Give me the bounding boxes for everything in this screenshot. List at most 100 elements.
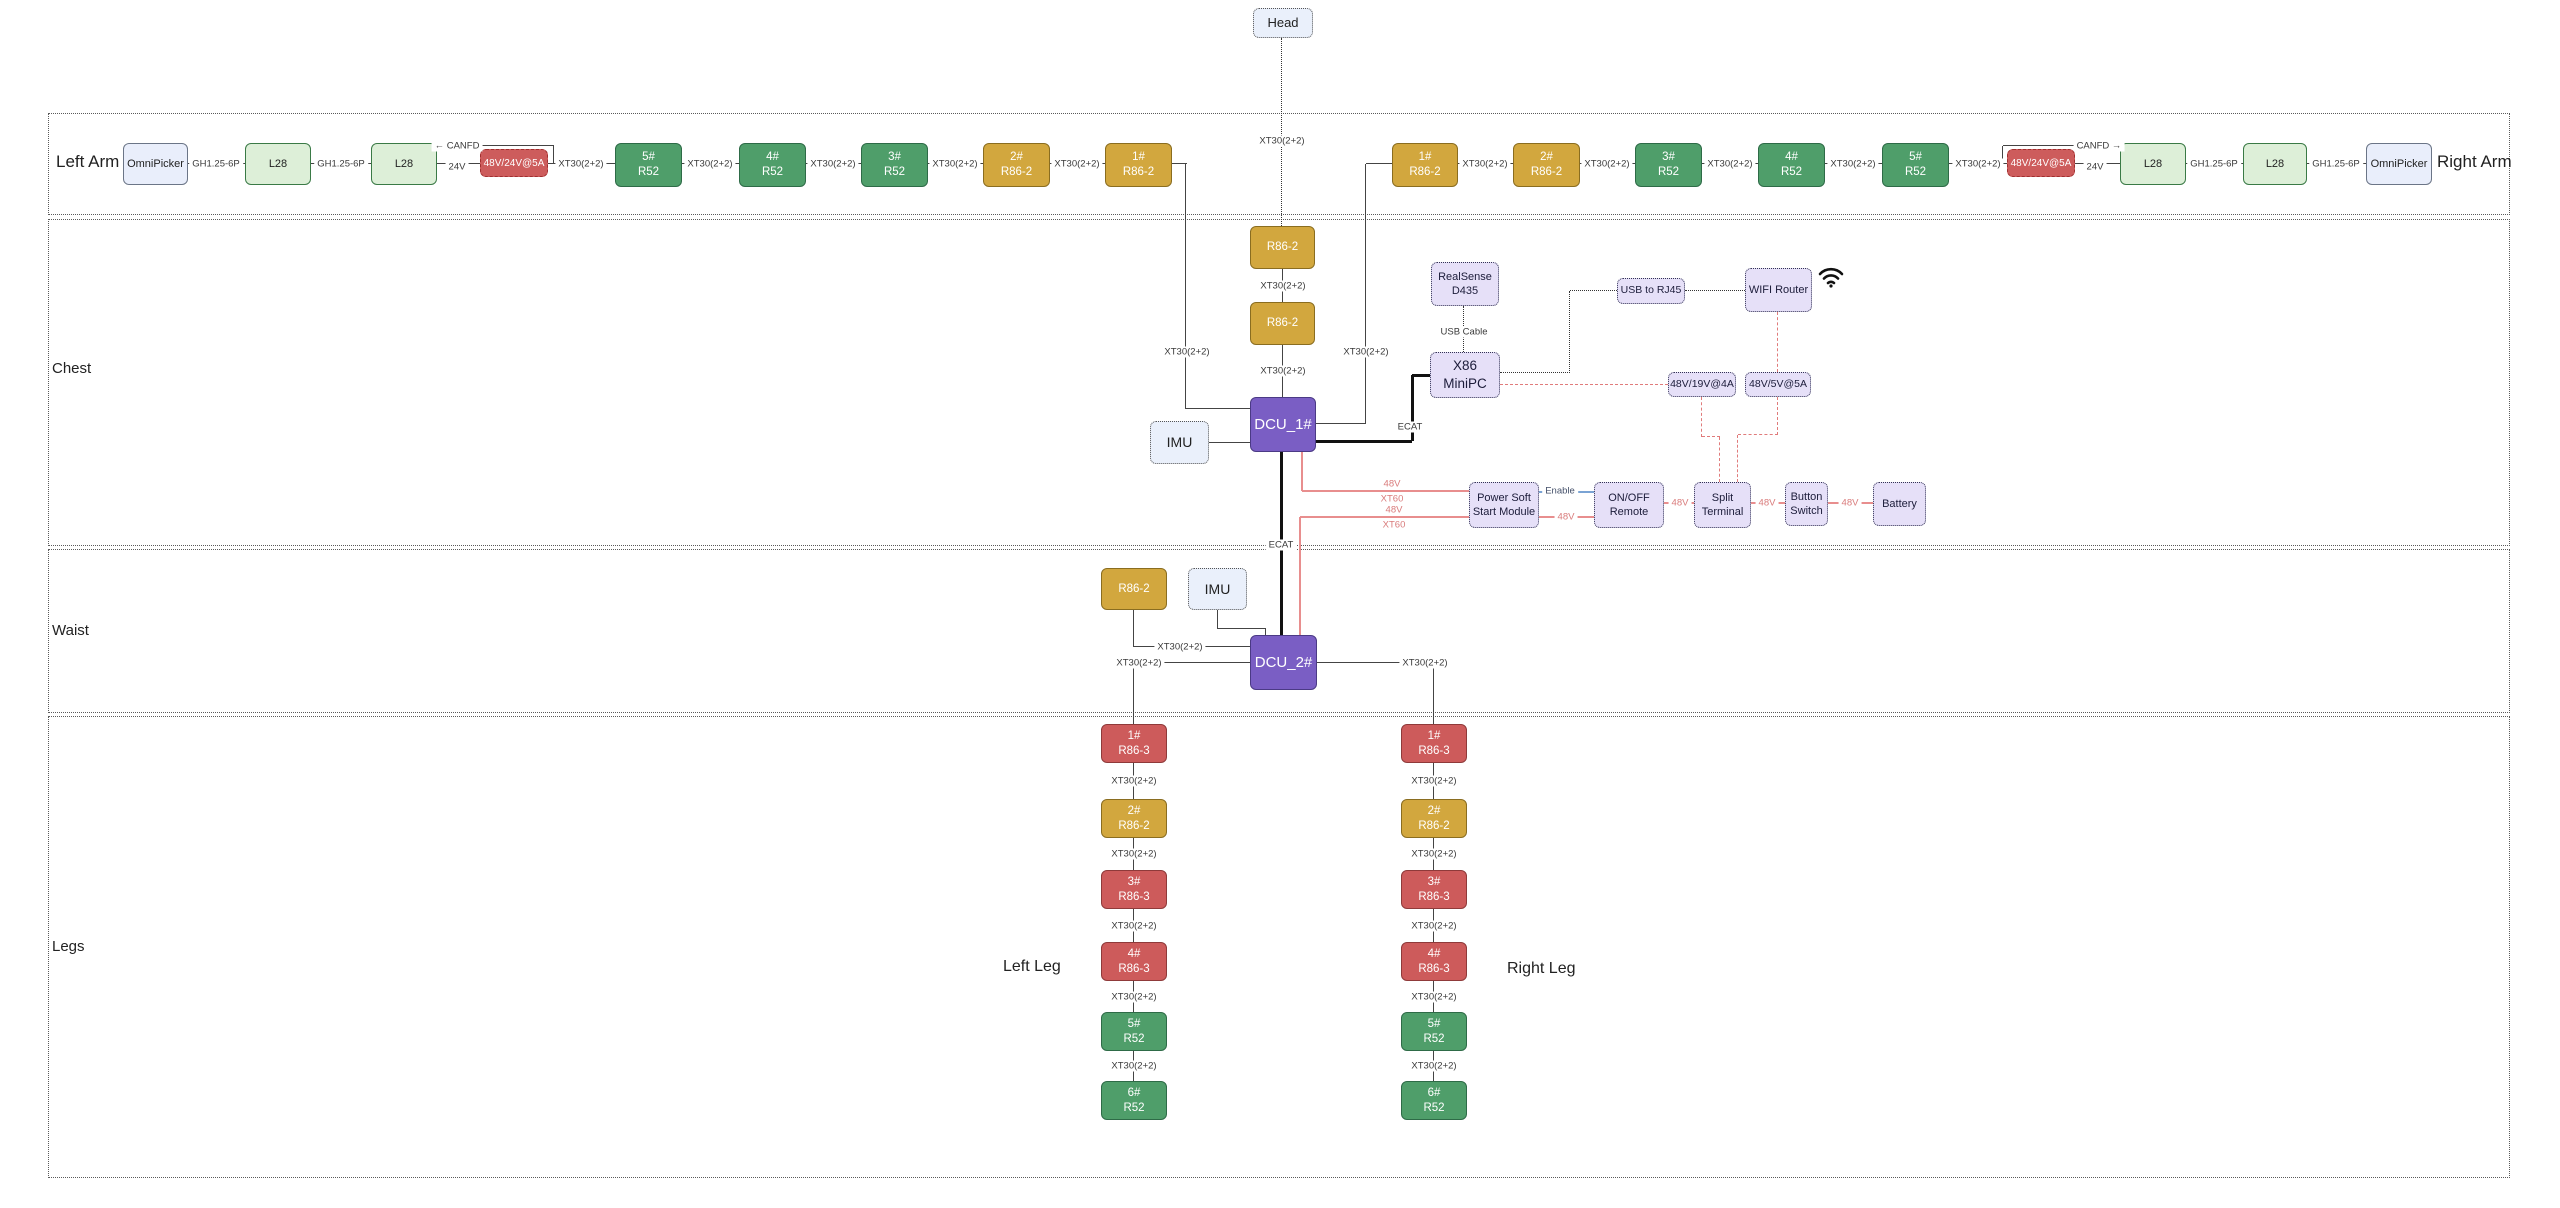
node-label: Head	[1267, 14, 1299, 30]
section-label: Left Leg	[1003, 958, 1061, 975]
node-label: Battery	[1882, 497, 1917, 510]
connector-line	[1701, 397, 1703, 437]
node-label: ON/OFF	[1608, 491, 1650, 504]
node-label: 1#	[1127, 729, 1141, 742]
node-right-l28-2: L28	[2243, 143, 2307, 185]
node-label: R86-3	[1418, 962, 1450, 975]
section-label: Right Arm	[2437, 152, 2512, 171]
connector-line	[1218, 628, 1266, 630]
node-left-arm-2: 2# R86-2	[983, 143, 1050, 187]
edge-label: XT30(2+2)	[1154, 641, 1206, 653]
node-label: 4#	[1785, 151, 1798, 164]
node-label: IMU	[1166, 434, 1193, 451]
node-label: OmniPicker	[2370, 157, 2428, 170]
node-label: 5#	[1427, 1017, 1441, 1030]
node-label: R52	[1657, 166, 1680, 178]
edge-label: XT30(2+2)	[1408, 848, 1460, 860]
edge-label: XT30(2+2)	[684, 158, 736, 170]
edge-label: ← CANFD	[431, 140, 483, 152]
node-right-arm-2: 2# R86-2	[1513, 143, 1580, 187]
edge-label: ECAT	[1265, 539, 1297, 551]
connector-line	[1569, 291, 1571, 373]
node-label: 6#	[1127, 1086, 1141, 1099]
node-left-arm-4: 4# R52	[739, 143, 806, 187]
node-left-arm-5: 5# R52	[615, 143, 682, 187]
connector-line	[2002, 146, 2004, 164]
edge-label: XT30(2+2)	[1051, 158, 1103, 170]
node-label: R52	[1904, 166, 1927, 178]
section-arms	[48, 113, 2510, 215]
node-label: 3#	[888, 151, 901, 164]
edge-label: GH1.25-6P	[2187, 158, 2241, 170]
node-label: R86-3	[1118, 962, 1150, 975]
node-dcu-1: DCU_1#	[1250, 397, 1316, 452]
connector-line	[1299, 517, 1301, 635]
node-label: USB to RJ45	[1620, 284, 1682, 297]
connector-line	[1316, 439, 1412, 443]
edge-label: XT30(2+2)	[1408, 920, 1460, 932]
node-right-leg-1: 1# R86-3	[1401, 724, 1467, 763]
node-dcu-2: DCU_2#	[1250, 635, 1317, 690]
connector-line	[1500, 372, 1570, 374]
edge-label: XT30(2+2)	[1408, 991, 1460, 1003]
node-label: 4#	[766, 151, 779, 164]
edge-label: XT30(2+2)	[1581, 158, 1633, 170]
node-left-leg-6: 6# R52	[1101, 1081, 1167, 1120]
connector-line	[1133, 663, 1135, 724]
connector-line	[1316, 423, 1366, 425]
node-label: 48V/19V@4A	[1670, 377, 1734, 390]
node-left-l28-1: L28	[245, 143, 311, 185]
node-right-leg-5: 5# R52	[1401, 1012, 1467, 1051]
connector-line	[1777, 312, 1779, 372]
node-waist-imu: IMU	[1188, 568, 1247, 610]
node-label: 1#	[1132, 151, 1145, 164]
edge-label: XT30(2+2)	[1827, 158, 1879, 170]
node-label: 5#	[1127, 1017, 1141, 1030]
edge-label: XT30(2+2)	[1408, 1060, 1460, 1072]
node-right-leg-2: 2# R86-2	[1401, 799, 1467, 838]
section-legs	[48, 716, 2510, 1178]
connector-line	[1317, 662, 1434, 664]
node-label: R86-2	[1118, 819, 1150, 832]
connector-line	[1301, 452, 1303, 491]
node-label: R86-3	[1118, 890, 1150, 903]
node-chest-r86-top: R86-2	[1250, 226, 1315, 269]
connector-line	[553, 146, 555, 164]
node-label: IMU	[1204, 580, 1231, 597]
node-dcdc-19v: 48V/19V@4A	[1668, 372, 1736, 397]
connector-line	[1265, 629, 1267, 635]
node-label: DCU_2#	[1254, 653, 1313, 671]
connector-line	[1186, 408, 1250, 410]
connector-line	[1300, 516, 1469, 518]
edge-label: XT30(2+2)	[1340, 346, 1392, 358]
connector-line	[1719, 437, 1721, 482]
edge-label: XT30(2+2)	[1108, 991, 1160, 1003]
node-label: Start Module	[1472, 506, 1536, 518]
node-label: R86-2	[1409, 166, 1441, 178]
connector-line	[1281, 38, 1283, 226]
node-label: R86-3	[1418, 744, 1450, 757]
edge-label: XT30(2+2)	[1399, 657, 1451, 669]
node-label: 2#	[1127, 804, 1141, 817]
node-left-omnipicker: OmniPicker	[123, 143, 188, 185]
node-label: R52	[637, 166, 660, 178]
connector-line	[1737, 435, 1739, 482]
node-label: Remote	[1609, 506, 1649, 518]
edge-label: XT30(2+2)	[1952, 158, 2004, 170]
node-power-soft-start: Power Soft Start Module	[1469, 482, 1539, 528]
edge-label: XT60	[1377, 493, 1407, 505]
node-left-arm-3: 3# R52	[861, 143, 928, 187]
section-label: Legs	[52, 938, 85, 955]
node-label: R52	[761, 166, 784, 178]
node-right-arm-3: 3# R52	[1635, 143, 1702, 187]
connector-line	[2003, 145, 2117, 147]
connector-line	[1302, 490, 1469, 492]
edge-label: XT30(2+2)	[555, 158, 607, 170]
node-label: 48V/5V@5A	[1749, 377, 1807, 390]
connector-line	[1777, 397, 1779, 435]
node-label: 4#	[1127, 947, 1141, 960]
node-label: R86-2	[1266, 317, 1299, 330]
edge-label: ECAT	[1394, 421, 1426, 433]
edge-label: XT30(2+2)	[1161, 346, 1213, 358]
